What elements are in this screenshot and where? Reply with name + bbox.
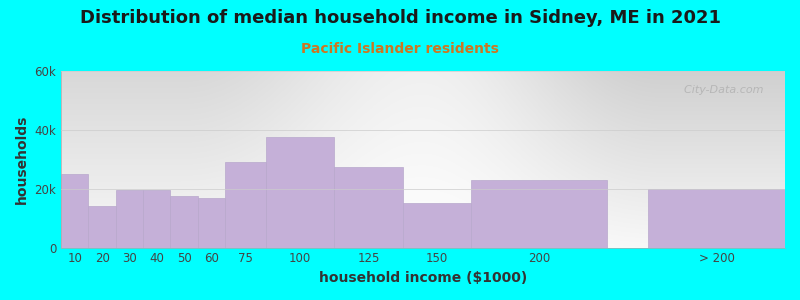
Bar	[61, 174, 89, 248]
Bar	[198, 198, 225, 248]
Bar	[116, 190, 143, 247]
Bar	[89, 206, 116, 247]
Bar	[402, 203, 471, 247]
Y-axis label: households: households	[15, 115, 29, 204]
Bar	[649, 189, 785, 247]
Bar	[143, 190, 170, 247]
Bar	[170, 196, 198, 248]
Bar	[334, 167, 402, 248]
Bar	[471, 180, 607, 248]
Text: Distribution of median household income in Sidney, ME in 2021: Distribution of median household income …	[79, 9, 721, 27]
Bar	[266, 137, 334, 247]
X-axis label: household income ($1000): household income ($1000)	[319, 271, 527, 285]
Text: Pacific Islander residents: Pacific Islander residents	[301, 42, 499, 56]
Text: City-Data.com: City-Data.com	[677, 85, 763, 95]
Bar	[225, 162, 266, 248]
